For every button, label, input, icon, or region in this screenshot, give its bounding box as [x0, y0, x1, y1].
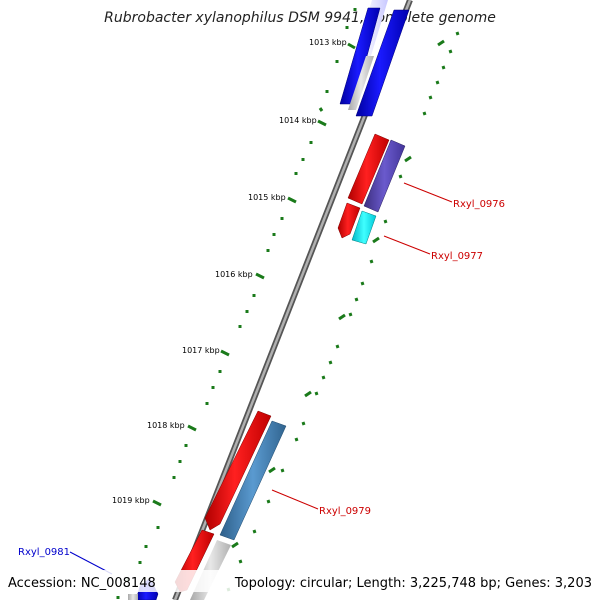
callout-line-rxyl-0979 — [271, 489, 319, 510]
red-cds-rxyl-0976-strand[interactable] — [347, 133, 390, 205]
steelblue-feature-rxyl-0979[interactable] — [219, 420, 287, 541]
gene-label-rxyl-0976[interactable]: Rxyl_0976 — [453, 199, 505, 210]
gene-label-rxyl-0981[interactable]: Rxyl_0981 — [18, 547, 70, 558]
gene-label-group: Rxyl_0976 Rxyl_0977 Rxyl_0979 Rxyl_0981 — [18, 199, 505, 558]
feature-group-1015 — [337, 133, 406, 245]
kbp-label-1016: 1016 kbp — [215, 270, 253, 279]
kbp-label-1013: 1013 kbp — [309, 38, 347, 47]
cyan-feature-rxyl-0977[interactable] — [351, 210, 377, 245]
red-cds-long[interactable] — [204, 410, 272, 531]
kbp-label-1017: 1017 kbp — [182, 346, 220, 355]
footer-background — [0, 570, 600, 592]
red-cds-small[interactable] — [337, 202, 361, 239]
callout-line-rxyl-0977 — [383, 235, 431, 255]
genome-summary-text: Topology: circular; Length: 3,225,748 bp… — [234, 576, 592, 591]
kbp-label-1019: 1019 kbp — [112, 496, 150, 505]
kbp-label-1018: 1018 kbp — [147, 421, 185, 430]
map-title: Rubrobacter xylanophilus DSM 9941, compl… — [104, 10, 496, 26]
inner-major-ticks — [231, 39, 445, 549]
gene-label-rxyl-0977[interactable]: Rxyl_0977 — [431, 251, 483, 262]
outer-tick-ring — [116, 8, 357, 599]
gene-label-rxyl-0979[interactable]: Rxyl_0979 — [319, 506, 371, 517]
callout-line-rxyl-0976 — [403, 182, 453, 203]
gray-feature-small[interactable] — [128, 594, 138, 600]
outer-major-ticks — [152, 42, 356, 507]
accession-text: Accession: NC_008148 — [8, 576, 156, 591]
kbp-label-1014: 1014 kbp — [279, 116, 317, 125]
gray-feature-top[interactable] — [348, 56, 374, 110]
slate-feature-rxyl-0976[interactable] — [363, 139, 406, 213]
feature-group-top — [339, 0, 410, 117]
blue-cds-feature-right[interactable] — [355, 9, 410, 117]
kbp-label-1015: 1015 kbp — [248, 193, 286, 202]
kbp-label-group: 1013 kbp 1014 kbp 1015 kbp 1016 kbp 1017… — [112, 38, 347, 505]
